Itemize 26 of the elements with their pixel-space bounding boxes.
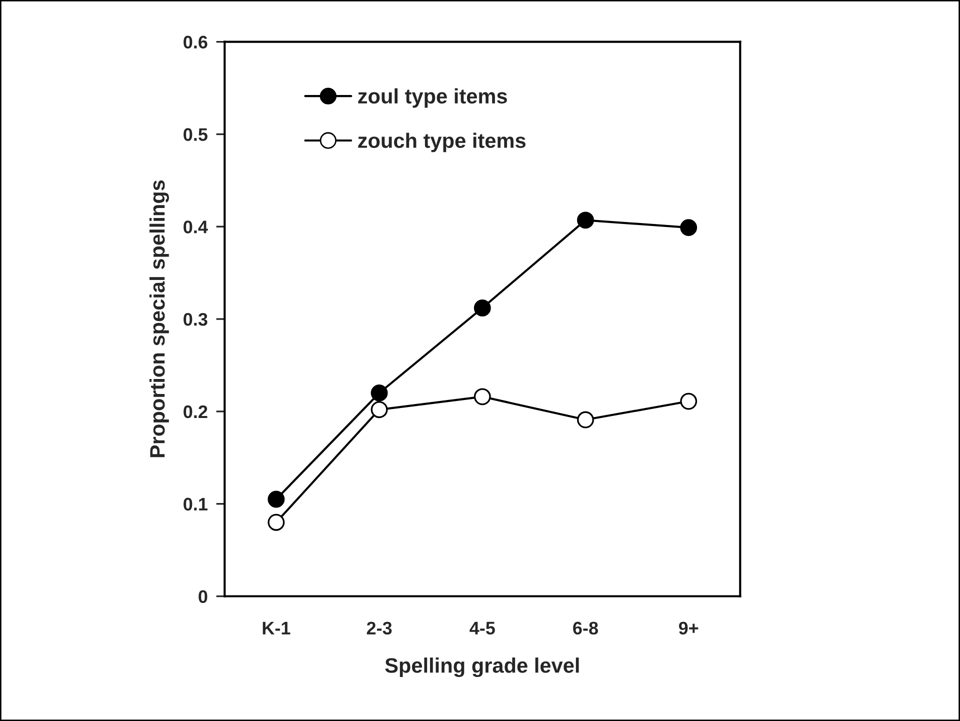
x-tick-label: K-1 bbox=[262, 622, 290, 634]
x-tick-label: 9+ bbox=[678, 622, 698, 635]
y-tick-label: 0.1 bbox=[184, 498, 208, 511]
y-tick-label: 0.2 bbox=[184, 405, 208, 418]
y-tick-label: 0.6 bbox=[184, 36, 208, 49]
point bbox=[370, 401, 388, 418]
legend-label: zoul type items bbox=[358, 88, 507, 108]
y-tick-label: 0 bbox=[198, 590, 208, 603]
point bbox=[577, 212, 594, 229]
point bbox=[474, 299, 491, 316]
point bbox=[680, 219, 698, 236]
legend-label: zouch type items bbox=[358, 132, 526, 152]
point bbox=[680, 392, 698, 410]
y-tick-label: 0.3 bbox=[184, 312, 208, 326]
point bbox=[268, 490, 285, 508]
x-tick-label: 6-8 bbox=[573, 622, 598, 635]
point bbox=[268, 514, 285, 531]
point bbox=[474, 388, 491, 406]
point bbox=[370, 384, 388, 402]
y-tick-label: 0.5 bbox=[184, 128, 208, 141]
y-axis-title: Proportion special spellings bbox=[149, 180, 169, 458]
point bbox=[577, 411, 594, 428]
x-axis-title: Spelling grade level bbox=[385, 658, 579, 678]
y-tick-label: 0.4 bbox=[184, 220, 208, 234]
x-tick-label: 2-3 bbox=[366, 622, 392, 635]
x-tick-label: 4-5 bbox=[470, 622, 495, 635]
